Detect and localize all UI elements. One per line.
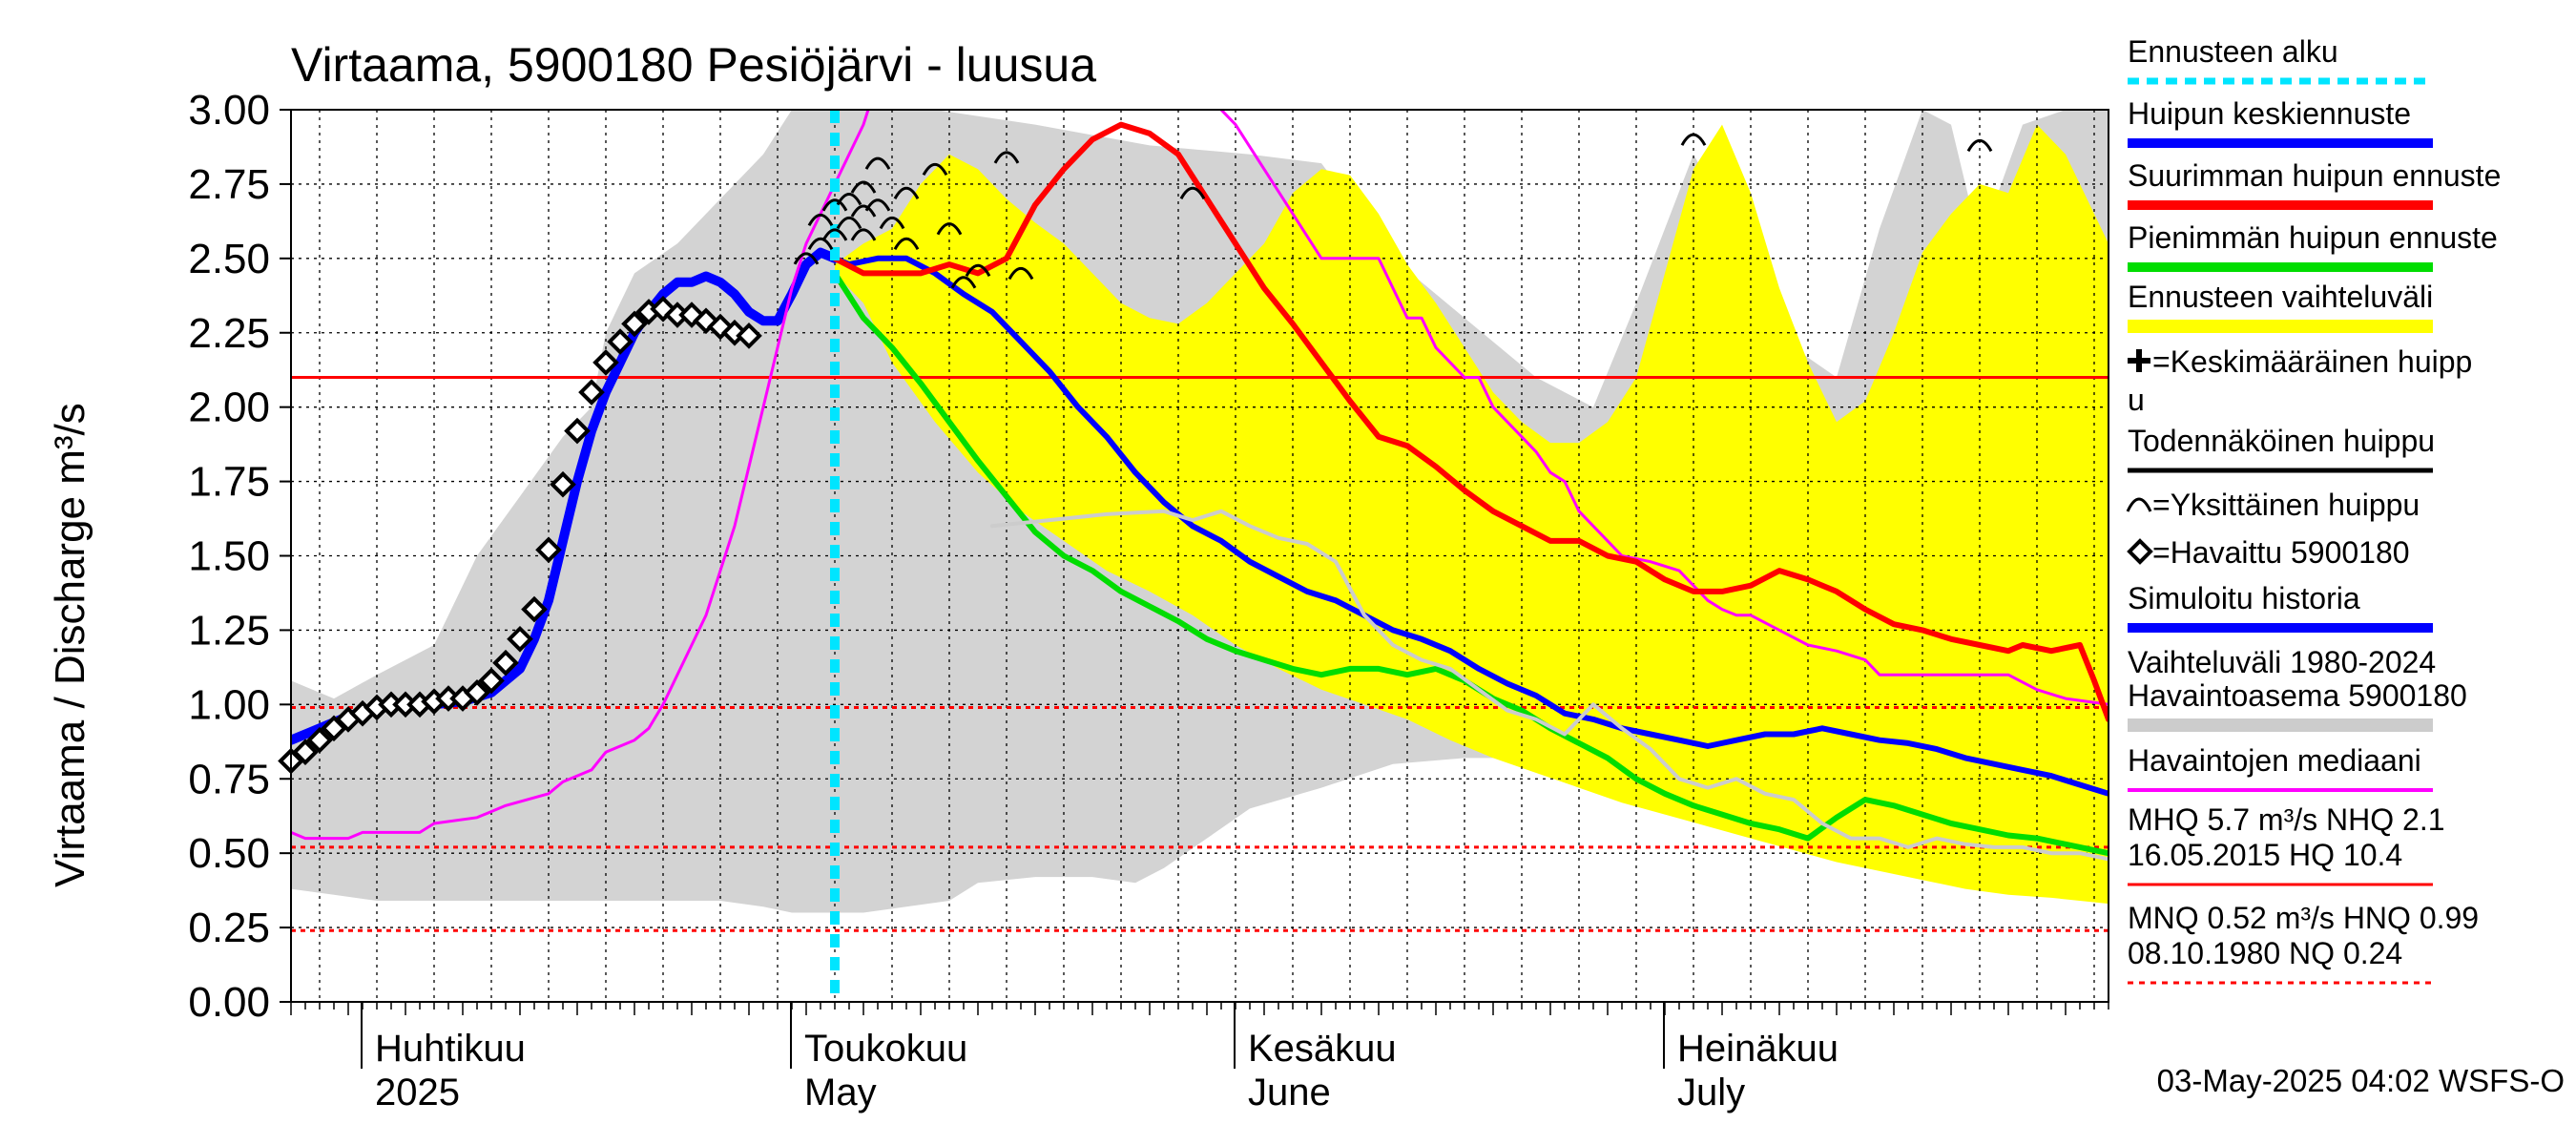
single-peak-marker: [821, 198, 848, 212]
observed-point: [478, 667, 505, 695]
series-line: [832, 121, 2109, 722]
series-line: [1218, 110, 2109, 706]
single-peak-marker: [850, 204, 877, 218]
observed-point: [621, 310, 648, 338]
single-peak-marker: [1179, 186, 1206, 200]
y-axis-label: Virtaama / Discharge m³/s: [47, 403, 93, 887]
legend-label: =Havaittu 5900180: [2152, 535, 2410, 570]
single-peak-marker: [965, 263, 991, 278]
legend-label: =Keskimääräinen huipp: [2152, 344, 2472, 379]
legend-label: Havaintojen mediaani: [2128, 743, 2421, 778]
single-peak-marker: [950, 276, 977, 289]
legend-label: 08.10.1980 NQ 0.24: [2128, 936, 2402, 970]
observed-point: [507, 625, 533, 653]
single-peak-marker: [864, 198, 891, 212]
single-peak-marker: [922, 162, 948, 177]
observed-point: [521, 595, 548, 623]
observed-point: [535, 536, 562, 564]
observed-point: [736, 323, 762, 349]
legend-diamond-icon: [2127, 538, 2153, 565]
y-tick-label: 1.25: [188, 607, 270, 654]
observed-point: [707, 313, 734, 341]
single-peak-marker: [893, 237, 920, 251]
legend-arc-icon: [2126, 497, 2152, 512]
footer-timestamp: 03-May-2025 04:02 WSFS-O: [2157, 1063, 2565, 1098]
forecast-range-band: [835, 124, 2109, 905]
legend-plus-icon: [2128, 349, 2150, 372]
month-label-fi: Heinäkuu: [1677, 1028, 1839, 1070]
chart-title: Virtaama, 5900180 Pesiöjärvi - luusua: [291, 38, 1096, 92]
legend-label: Todennäköinen huippu: [2128, 424, 2435, 458]
y-tick-label: 0.50: [188, 830, 270, 877]
legend-label: u: [2128, 383, 2145, 417]
single-peak-marker: [821, 228, 848, 241]
legend-label: Havaintoasema 5900180: [2128, 678, 2467, 713]
y-tick-label: 2.50: [188, 236, 270, 282]
y-tick-label: 2.25: [188, 310, 270, 357]
month-label-fi: Kesäkuu: [1248, 1028, 1397, 1070]
y-tick-label: 1.50: [188, 533, 270, 580]
single-peak-marker: [1008, 266, 1034, 281]
observed-point: [592, 349, 619, 376]
y-tick-label: 0.00: [188, 979, 270, 1026]
legend: Ennusteen alku Huipun keskiennuste Suurimm…: [2126, 34, 2501, 985]
y-tick-label: 2.00: [188, 385, 270, 431]
single-peak-marker: [893, 186, 920, 200]
legend-label: Suurimman huipun ennuste: [2128, 158, 2501, 193]
observed-point: [306, 726, 333, 754]
single-peak-marker: [793, 252, 820, 265]
month-label-en: July: [1677, 1072, 1745, 1114]
axes: 0.00 0.25 0.50 0.75 1.00 1.25 1.50 1.75 2.00 2.25…: [188, 87, 2109, 1114]
y-tick-label: 0.25: [188, 905, 270, 951]
legend-label: Huipun keskiennuste: [2128, 96, 2411, 131]
series-line: [832, 255, 2109, 797]
single-peak-marker: [936, 222, 963, 236]
single-peak-marker: [807, 237, 834, 251]
month-label-en: June: [1248, 1072, 1331, 1114]
single-peak-marker: [836, 216, 862, 230]
observed-point: [492, 649, 519, 677]
series-line: [291, 110, 870, 841]
series-line: [990, 509, 2109, 862]
single-peak-marker: [850, 228, 877, 241]
single-peak-marker: [864, 156, 891, 170]
single-peak-marker: [1680, 133, 1707, 146]
month-label-fi: Toukokuu: [804, 1028, 967, 1070]
observed-point: [292, 739, 319, 766]
observed-point: [650, 295, 676, 323]
legend-label: Vaihteluväli 1980-2024: [2128, 645, 2436, 679]
legend-label: Ennusteen alku: [2128, 34, 2338, 69]
y-tick-label: 2.75: [188, 161, 270, 208]
y-tick-label: 1.00: [188, 681, 270, 728]
observed-point: [464, 679, 490, 706]
observed-point: [550, 470, 576, 498]
month-label-fi: Huhtikuu: [375, 1028, 526, 1070]
single-peak-marker: [879, 216, 905, 230]
legend-label: Pienimmän huipun ennuste: [2128, 220, 2498, 255]
y-tick-label: 3.00: [188, 87, 270, 134]
plot-area: [278, 110, 2109, 1002]
legend-label: Simuloitu historia: [2128, 581, 2360, 615]
plot-content: [291, 110, 2109, 1002]
single-peak-marker: [1966, 138, 1993, 153]
observed-point: [564, 417, 591, 445]
legend-label: 16.05.2015 HQ 10.4: [2128, 838, 2402, 872]
legend-label: MHQ 5.7 m³/s NHQ 2.1: [2128, 802, 2445, 837]
single-peak-marker: [850, 180, 877, 194]
single-peak-marker: [993, 151, 1020, 164]
y-tick-label: 1.75: [188, 459, 270, 506]
single-peak-marker: [807, 213, 834, 227]
month-label-en: May: [804, 1072, 877, 1114]
legend-label: =Yksittäinen huippu: [2152, 488, 2420, 522]
legend-label: Ennusteen vaihteluväli: [2128, 280, 2433, 314]
single-peak-marker: [836, 193, 862, 206]
observed-point: [607, 328, 634, 355]
legend-label: MNQ 0.52 m³/s HNQ 0.99: [2128, 901, 2479, 935]
y-tick-label: 0.75: [188, 756, 270, 802]
month-label-en: 2025: [375, 1072, 460, 1114]
observed-point: [578, 379, 605, 406]
